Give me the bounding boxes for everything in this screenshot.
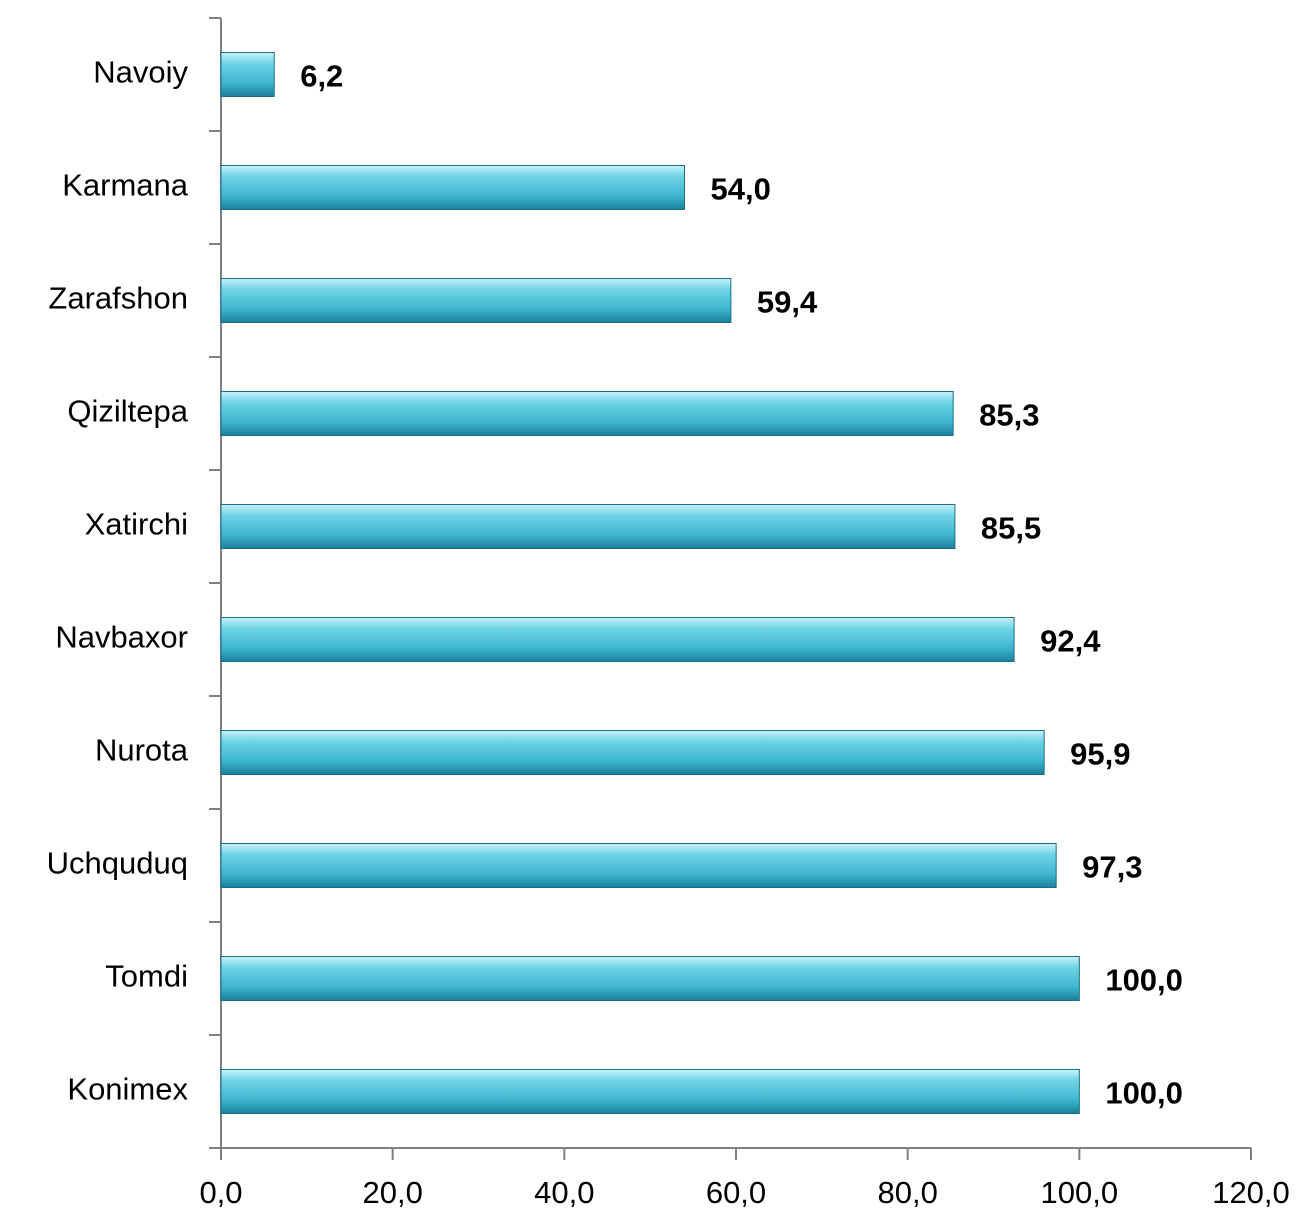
- bar: [220, 1069, 1080, 1114]
- value-label: 54,0: [711, 172, 771, 207]
- value-label: 85,3: [979, 398, 1039, 433]
- y-tick-label: Navoiy: [93, 55, 188, 90]
- value-label: 85,5: [981, 511, 1041, 546]
- value-label: 100,0: [1105, 963, 1183, 998]
- x-tick-label: 0,0: [199, 1175, 242, 1210]
- y-tick-label: Tomdi: [105, 959, 188, 994]
- value-label: 100,0: [1105, 1076, 1183, 1111]
- y-tick-label: Nurota: [95, 733, 189, 768]
- x-tick-label: 120,0: [1212, 1175, 1290, 1210]
- y-tick-label: Navbaxor: [55, 620, 188, 655]
- bar: [220, 52, 275, 97]
- value-label: 97,3: [1082, 850, 1142, 885]
- bar: [220, 843, 1057, 888]
- y-tick-label: Uchquduq: [47, 846, 188, 881]
- bar: [220, 391, 954, 436]
- x-tick-label: 20,0: [362, 1175, 422, 1210]
- bar: [220, 956, 1080, 1001]
- x-tick-label: 40,0: [534, 1175, 594, 1210]
- x-tick-label: 60,0: [706, 1175, 766, 1210]
- x-tick-label: 100,0: [1041, 1175, 1119, 1210]
- bar: [220, 165, 685, 210]
- value-label: 95,9: [1070, 737, 1130, 772]
- y-tick-label: Zarafshon: [48, 281, 188, 316]
- bar: [220, 730, 1045, 775]
- value-label: 6,2: [300, 59, 343, 94]
- y-tick-label: Karmana: [62, 168, 189, 203]
- bar: [220, 617, 1015, 662]
- bar: [220, 278, 732, 323]
- y-tick-label: Konimex: [67, 1072, 188, 1107]
- x-tick-label: 80,0: [877, 1175, 937, 1210]
- y-tick-label: Qiziltepa: [67, 394, 188, 429]
- y-tick-label: Xatirchi: [85, 507, 188, 542]
- value-label: 59,4: [757, 285, 818, 320]
- bar: [220, 504, 956, 549]
- value-label: 92,4: [1040, 624, 1101, 659]
